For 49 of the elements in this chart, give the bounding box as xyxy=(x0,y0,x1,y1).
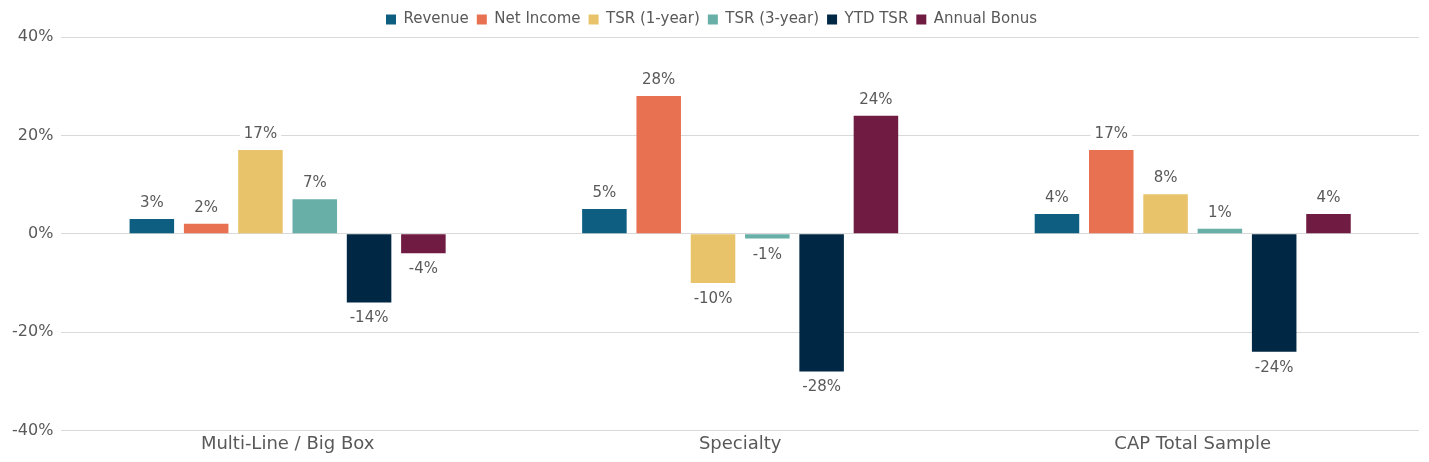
data-label: 3% xyxy=(139,192,164,211)
bar xyxy=(745,234,790,239)
y-tick-label: -40% xyxy=(11,419,54,439)
bar xyxy=(401,234,446,254)
y-tick-label: 0% xyxy=(27,222,54,242)
bar xyxy=(1089,150,1134,234)
data-label: 5% xyxy=(592,183,617,201)
x-tick-label: Multi-Line / Big Box xyxy=(200,431,375,453)
legend-label: Annual Bonus xyxy=(933,9,1038,28)
bar xyxy=(292,199,338,234)
data-label: -28% xyxy=(802,377,842,396)
bar xyxy=(1034,214,1080,234)
bar xyxy=(1306,214,1351,234)
data-label: 24% xyxy=(859,89,893,108)
bar xyxy=(346,234,392,303)
data-label: 2% xyxy=(194,197,219,216)
legend-label: Revenue xyxy=(403,9,469,28)
bar xyxy=(582,209,627,234)
bar xyxy=(1251,234,1297,352)
bar xyxy=(853,115,899,234)
legend-label: TSR (3-year) xyxy=(724,9,820,28)
x-tick-label: CAP Total Sample xyxy=(1114,431,1272,453)
data-label: 17% xyxy=(1094,123,1128,142)
legend-label: YTD TSR xyxy=(843,9,909,28)
data-label: -24% xyxy=(1254,357,1294,376)
bar xyxy=(183,223,229,234)
y-tick-label: -20% xyxy=(11,321,54,341)
bar xyxy=(129,218,175,234)
y-tick-label: 20% xyxy=(17,124,54,144)
data-label: -14% xyxy=(349,308,389,327)
data-label: -1% xyxy=(752,244,782,263)
data-label: 8% xyxy=(1153,168,1178,187)
data-label: 17% xyxy=(243,123,278,142)
y-tick-label: 40% xyxy=(17,26,54,46)
data-label: -4% xyxy=(408,259,438,278)
bar xyxy=(238,150,283,234)
bar xyxy=(799,234,844,372)
x-tick-label: Specialty xyxy=(698,431,782,453)
data-label: -10% xyxy=(693,288,733,307)
data-label: 1% xyxy=(1207,202,1232,221)
data-label: 28% xyxy=(642,69,676,88)
data-label: 4% xyxy=(1045,187,1069,206)
data-label: 4% xyxy=(1316,187,1341,206)
bar xyxy=(1143,194,1188,234)
bar xyxy=(690,234,736,283)
legend-label: TSR (1-year) xyxy=(605,9,700,28)
data-label: 7% xyxy=(302,173,327,192)
legend-label: Net Income xyxy=(494,9,581,28)
bar xyxy=(636,96,681,234)
